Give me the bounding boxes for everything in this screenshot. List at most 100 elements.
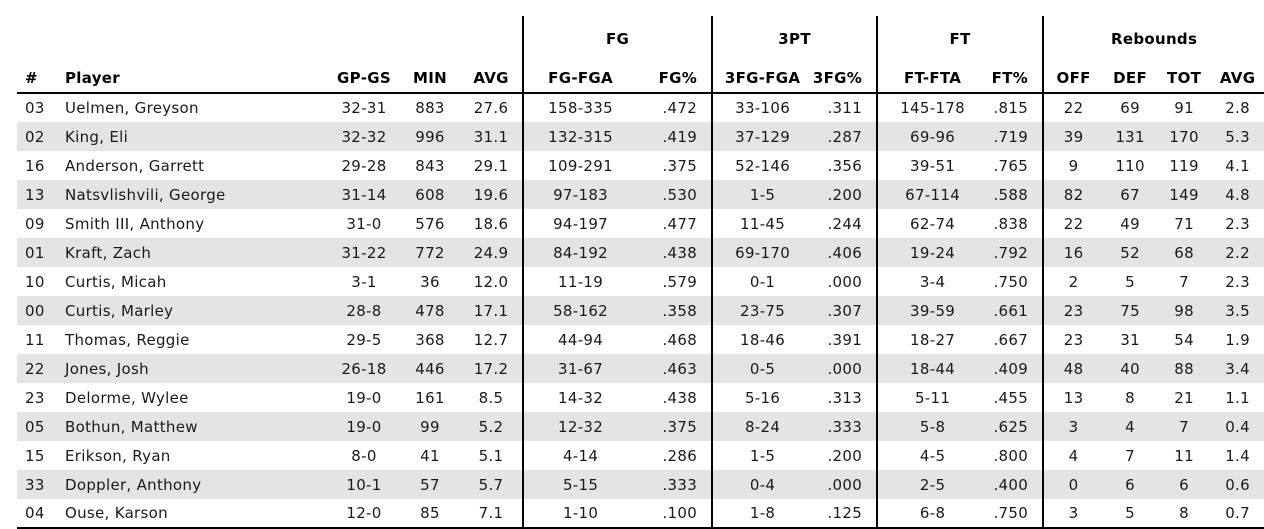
3fg-fga-cell: 5-16 — [711, 383, 813, 412]
3fg-fga-cell: 18-46 — [711, 325, 813, 354]
min-cell: 36 — [420, 272, 440, 291]
gp-gs-cell: 29-28 — [341, 156, 387, 175]
col-header-ft-fta: FT-FTA — [876, 51, 988, 94]
jersey-number-cell: 13 — [25, 185, 45, 204]
ft-fta-cell: 39-59 — [876, 296, 988, 325]
player-name-cell: Ouse, Karson — [65, 504, 168, 522]
ft-fta-cell: 67-114 — [876, 180, 988, 209]
jersey-number-cell: 02 — [25, 127, 45, 146]
table-row: 03 Uelmen, Greyson 32-31 883 27.6 158-335 .472… — [17, 93, 1264, 122]
min-cell: 446 — [415, 359, 445, 378]
3fg-pct-cell: .311 — [827, 99, 863, 117]
3fg-fga-cell: 23-75 — [711, 296, 813, 325]
tot-reb-cell: 8 — [1179, 504, 1190, 522]
3fg-fga-cell: 37-129 — [711, 122, 813, 151]
3fg-pct-cell: .287 — [827, 127, 863, 146]
table-row: 16 Anderson, Garrett 29-28 843 29.1 109-291 .3… — [17, 151, 1264, 180]
3fg-pct-cell: .356 — [827, 156, 863, 175]
fg-pct-cell: .375 — [662, 156, 698, 175]
avg-reb-cell: 2.2 — [1225, 243, 1250, 262]
player-name-cell: Curtis, Micah — [65, 272, 167, 291]
table-body: 03 Uelmen, Greyson 32-31 883 27.6 158-335.472… — [17, 93, 1264, 528]
gp-gs-cell: 8-0 — [351, 446, 377, 465]
tot-reb-cell: 91 — [1174, 99, 1194, 117]
off-reb-cell: 23 — [1042, 296, 1104, 325]
column-header-row: # Player GP-GS MIN AVG FG-FGA FG% 3FG-FG… — [17, 51, 1264, 94]
tot-reb-cell: 149 — [1169, 185, 1199, 204]
fg-pct-cell: .477 — [662, 214, 698, 233]
col-header-gp-gs: GP-GS — [328, 51, 400, 94]
table-header: FG 3PT FT Rebounds # Player GP-GS MIN AV… — [17, 16, 1264, 94]
def-reb-cell: 67 — [1120, 185, 1140, 204]
gp-gs-cell: 31-0 — [346, 214, 382, 233]
avg-cell: 17.1 — [473, 301, 509, 320]
off-reb-cell: 22 — [1042, 93, 1104, 122]
jersey-number-cell: 03 — [25, 99, 45, 117]
avg-cell: 24.9 — [473, 243, 509, 262]
tot-reb-cell: 6 — [1179, 475, 1190, 494]
avg-reb-cell: 2.3 — [1225, 214, 1250, 233]
min-cell: 161 — [415, 388, 445, 407]
gp-gs-cell: 31-14 — [341, 185, 387, 204]
def-reb-cell: 131 — [1115, 127, 1145, 146]
3fg-pct-cell: .200 — [827, 446, 863, 465]
jersey-number-cell: 15 — [25, 446, 45, 465]
ft-pct-cell: .838 — [993, 214, 1029, 233]
jersey-number-cell: 16 — [25, 156, 45, 175]
fg-pct-cell: .375 — [662, 417, 698, 436]
group-header-ft: FT — [876, 16, 1044, 51]
3fg-pct-cell: .000 — [827, 359, 863, 378]
3fg-fga-cell: 0-1 — [711, 267, 813, 296]
table-row: 10 Curtis, Micah 3-1 36 12.0 11-19 .579 0-1 .000… — [17, 267, 1264, 296]
player-name-cell: Kraft, Zach — [65, 243, 152, 262]
jersey-number-cell: 01 — [25, 243, 45, 262]
3fg-fga-cell: 0-5 — [711, 354, 813, 383]
ft-pct-cell: .455 — [993, 388, 1029, 407]
tot-reb-cell: 119 — [1169, 156, 1199, 175]
group-header-fg: FG — [522, 16, 713, 51]
fg-pct-cell: .100 — [662, 504, 698, 522]
ft-pct-cell: .625 — [993, 417, 1029, 436]
fg-fga-cell: 84-192 — [522, 238, 638, 267]
def-reb-cell: 49 — [1120, 214, 1140, 233]
ft-pct-cell: .815 — [993, 99, 1029, 117]
col-header-avg: AVG — [460, 51, 524, 94]
3fg-fga-cell: 0-4 — [711, 470, 813, 499]
ft-fta-cell: 19-24 — [876, 238, 988, 267]
3fg-fga-cell: 33-106 — [711, 93, 813, 122]
avg-cell: 19.6 — [473, 185, 509, 204]
min-cell: 41 — [420, 446, 440, 465]
col-header-3fg-fga: 3FG-FGA — [711, 51, 813, 94]
off-reb-cell: 23 — [1042, 325, 1104, 354]
gp-gs-cell: 31-22 — [341, 243, 387, 262]
avg-cell: 5.7 — [478, 475, 504, 494]
jersey-number-cell: 10 — [25, 272, 45, 291]
ft-fta-cell: 145-178 — [876, 93, 988, 122]
ft-fta-cell: 5-11 — [876, 383, 988, 412]
def-reb-cell: 69 — [1120, 99, 1140, 117]
fg-pct-cell: .530 — [662, 185, 698, 204]
table-row: 04 Ouse, Karson 12-0 85 7.1 1-10.100 1-8.125 6-… — [17, 499, 1264, 528]
ft-pct-cell: .792 — [993, 243, 1029, 262]
table-row: 22 Jones, Josh 26-18 446 17.2 31-67 .463 0-5 .00… — [17, 354, 1264, 383]
ft-fta-cell: 4-5 — [876, 441, 988, 470]
jersey-number-cell: 04 — [25, 504, 45, 522]
table-row: 33 Doppler, Anthony 10-1 57 5.7 5-15 .333 0-4 .0… — [17, 470, 1264, 499]
fg-fga-cell: 97-183 — [522, 180, 638, 209]
ft-pct-cell: .400 — [993, 475, 1029, 494]
off-reb-cell: 48 — [1042, 354, 1104, 383]
def-reb-cell: 5 — [1125, 504, 1136, 522]
gp-gs-cell: 10-1 — [346, 475, 382, 494]
tot-reb-cell: 71 — [1174, 214, 1194, 233]
def-reb-cell: 8 — [1125, 388, 1136, 407]
tot-reb-cell: 88 — [1174, 359, 1194, 378]
gp-gs-cell: 32-32 — [341, 127, 387, 146]
tot-reb-cell: 21 — [1174, 388, 1194, 407]
min-cell: 996 — [415, 127, 445, 146]
3fg-fga-cell: 11-45 — [711, 209, 813, 238]
ft-fta-cell: 69-96 — [876, 122, 988, 151]
player-name-cell: Thomas, Reggie — [65, 330, 190, 349]
fg-fga-cell: 109-291 — [522, 151, 638, 180]
tot-reb-cell: 7 — [1179, 417, 1190, 436]
